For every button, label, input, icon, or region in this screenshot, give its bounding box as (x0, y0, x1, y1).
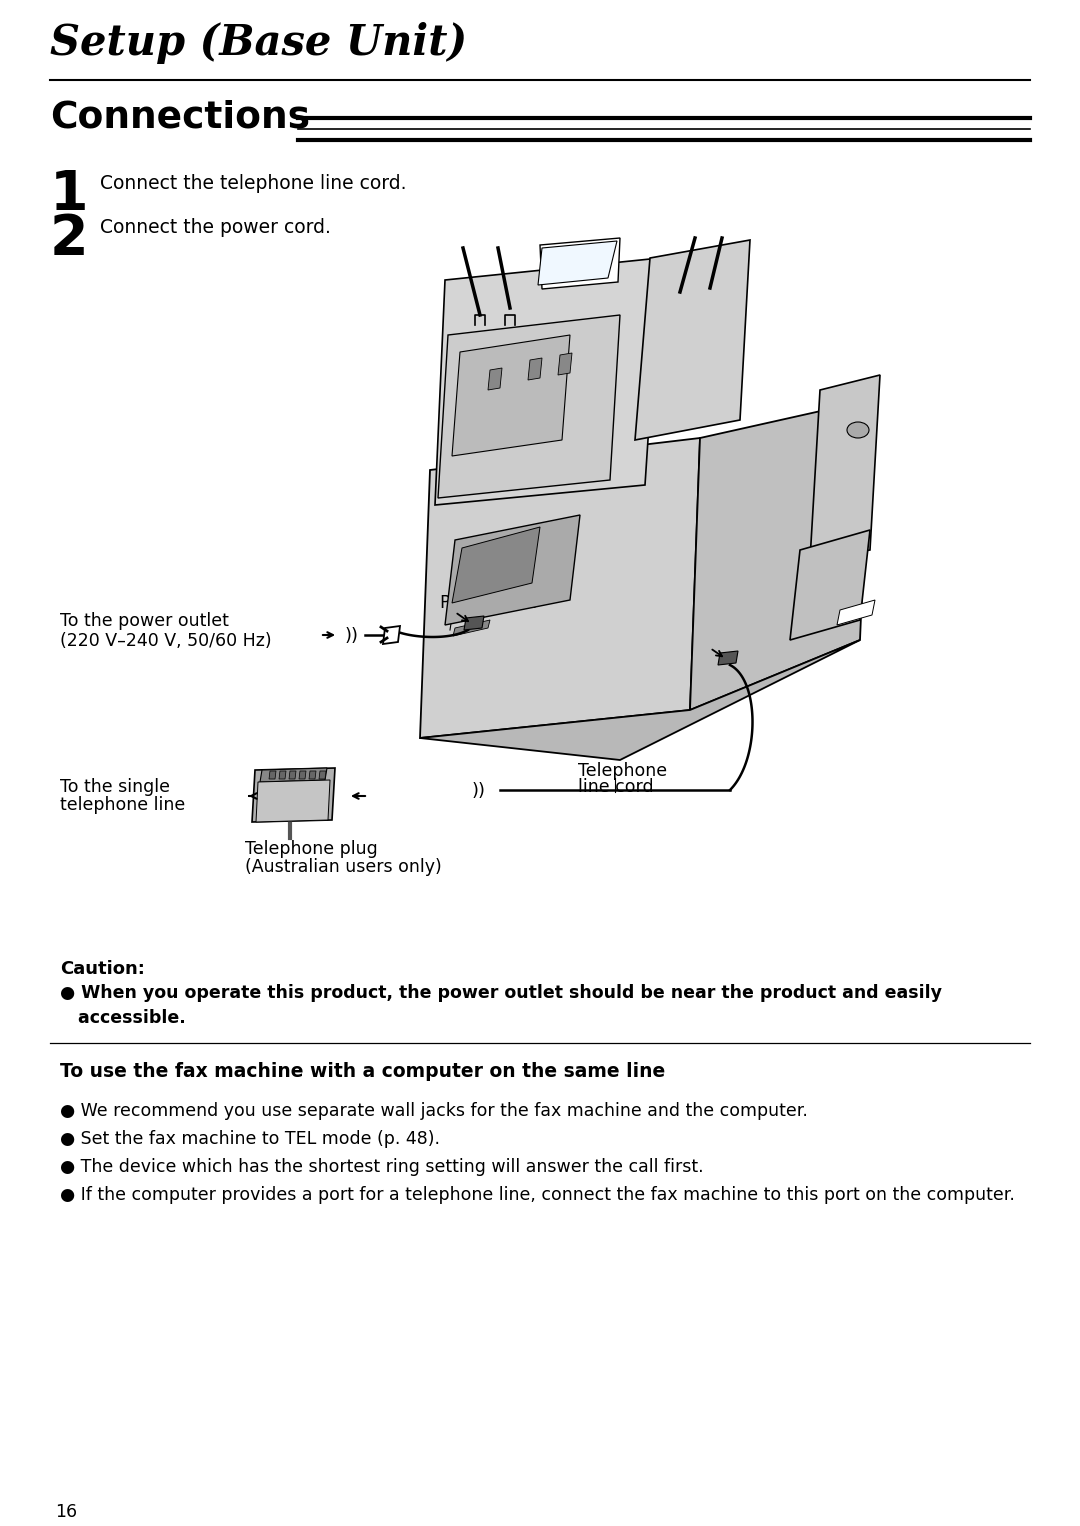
Polygon shape (256, 780, 330, 823)
Polygon shape (279, 771, 286, 778)
Text: 16: 16 (55, 1503, 77, 1521)
Polygon shape (438, 314, 620, 497)
Polygon shape (789, 530, 870, 639)
Polygon shape (299, 771, 306, 778)
Polygon shape (445, 514, 580, 626)
Polygon shape (528, 359, 542, 380)
Polygon shape (453, 336, 570, 456)
Polygon shape (837, 600, 875, 626)
Polygon shape (435, 258, 660, 505)
Text: Connect the power cord.: Connect the power cord. (100, 218, 330, 237)
Text: )): )) (472, 781, 486, 800)
Text: line cord: line cord (578, 778, 653, 797)
Text: To the single: To the single (60, 778, 170, 797)
Text: telephone line: telephone line (60, 797, 186, 813)
Polygon shape (269, 771, 276, 778)
Polygon shape (383, 626, 400, 644)
Polygon shape (690, 400, 870, 710)
Polygon shape (252, 768, 335, 823)
Text: (Australian users only): (Australian users only) (245, 858, 442, 876)
Text: Connect the telephone line cord.: Connect the telephone line cord. (100, 174, 406, 192)
Polygon shape (319, 771, 326, 778)
Polygon shape (420, 639, 860, 760)
Polygon shape (538, 241, 617, 285)
Text: Telephone: Telephone (578, 761, 667, 780)
Text: )): )) (345, 627, 359, 645)
Polygon shape (453, 526, 540, 603)
Polygon shape (420, 438, 700, 739)
Text: ● If the computer provides a port for a telephone line, connect the fax machine : ● If the computer provides a port for a … (60, 1186, 1015, 1204)
Text: To the power outlet: To the power outlet (60, 612, 229, 630)
Polygon shape (810, 375, 880, 560)
Polygon shape (635, 240, 750, 439)
Text: ● When you operate this product, the power outlet should be near the product and: ● When you operate this product, the pow… (60, 984, 942, 1027)
Text: To use the fax machine with a computer on the same line: To use the fax machine with a computer o… (60, 1062, 665, 1080)
Text: Connections: Connections (50, 101, 310, 136)
Polygon shape (718, 652, 738, 665)
Polygon shape (558, 353, 572, 375)
Text: 2: 2 (50, 212, 89, 266)
Text: Power cord: Power cord (440, 594, 537, 612)
Polygon shape (453, 620, 490, 636)
Text: ● Set the fax machine to TEL mode (p. 48).: ● Set the fax machine to TEL mode (p. 48… (60, 1129, 440, 1148)
Polygon shape (260, 768, 327, 781)
Text: 1: 1 (50, 168, 89, 221)
Polygon shape (289, 771, 296, 778)
Ellipse shape (847, 423, 869, 438)
Text: Setup (Base Unit): Setup (Base Unit) (50, 21, 468, 64)
Text: (220 V–240 V, 50/60 Hz): (220 V–240 V, 50/60 Hz) (60, 632, 272, 650)
Polygon shape (488, 368, 502, 391)
Polygon shape (309, 771, 316, 778)
Polygon shape (464, 617, 484, 630)
Text: Telephone plug: Telephone plug (245, 839, 378, 858)
Text: ● We recommend you use separate wall jacks for the fax machine and the computer.: ● We recommend you use separate wall jac… (60, 1102, 808, 1120)
Text: ● The device which has the shortest ring setting will answer the call first.: ● The device which has the shortest ring… (60, 1158, 704, 1177)
Polygon shape (540, 238, 620, 288)
Text: Caution:: Caution: (60, 960, 145, 978)
